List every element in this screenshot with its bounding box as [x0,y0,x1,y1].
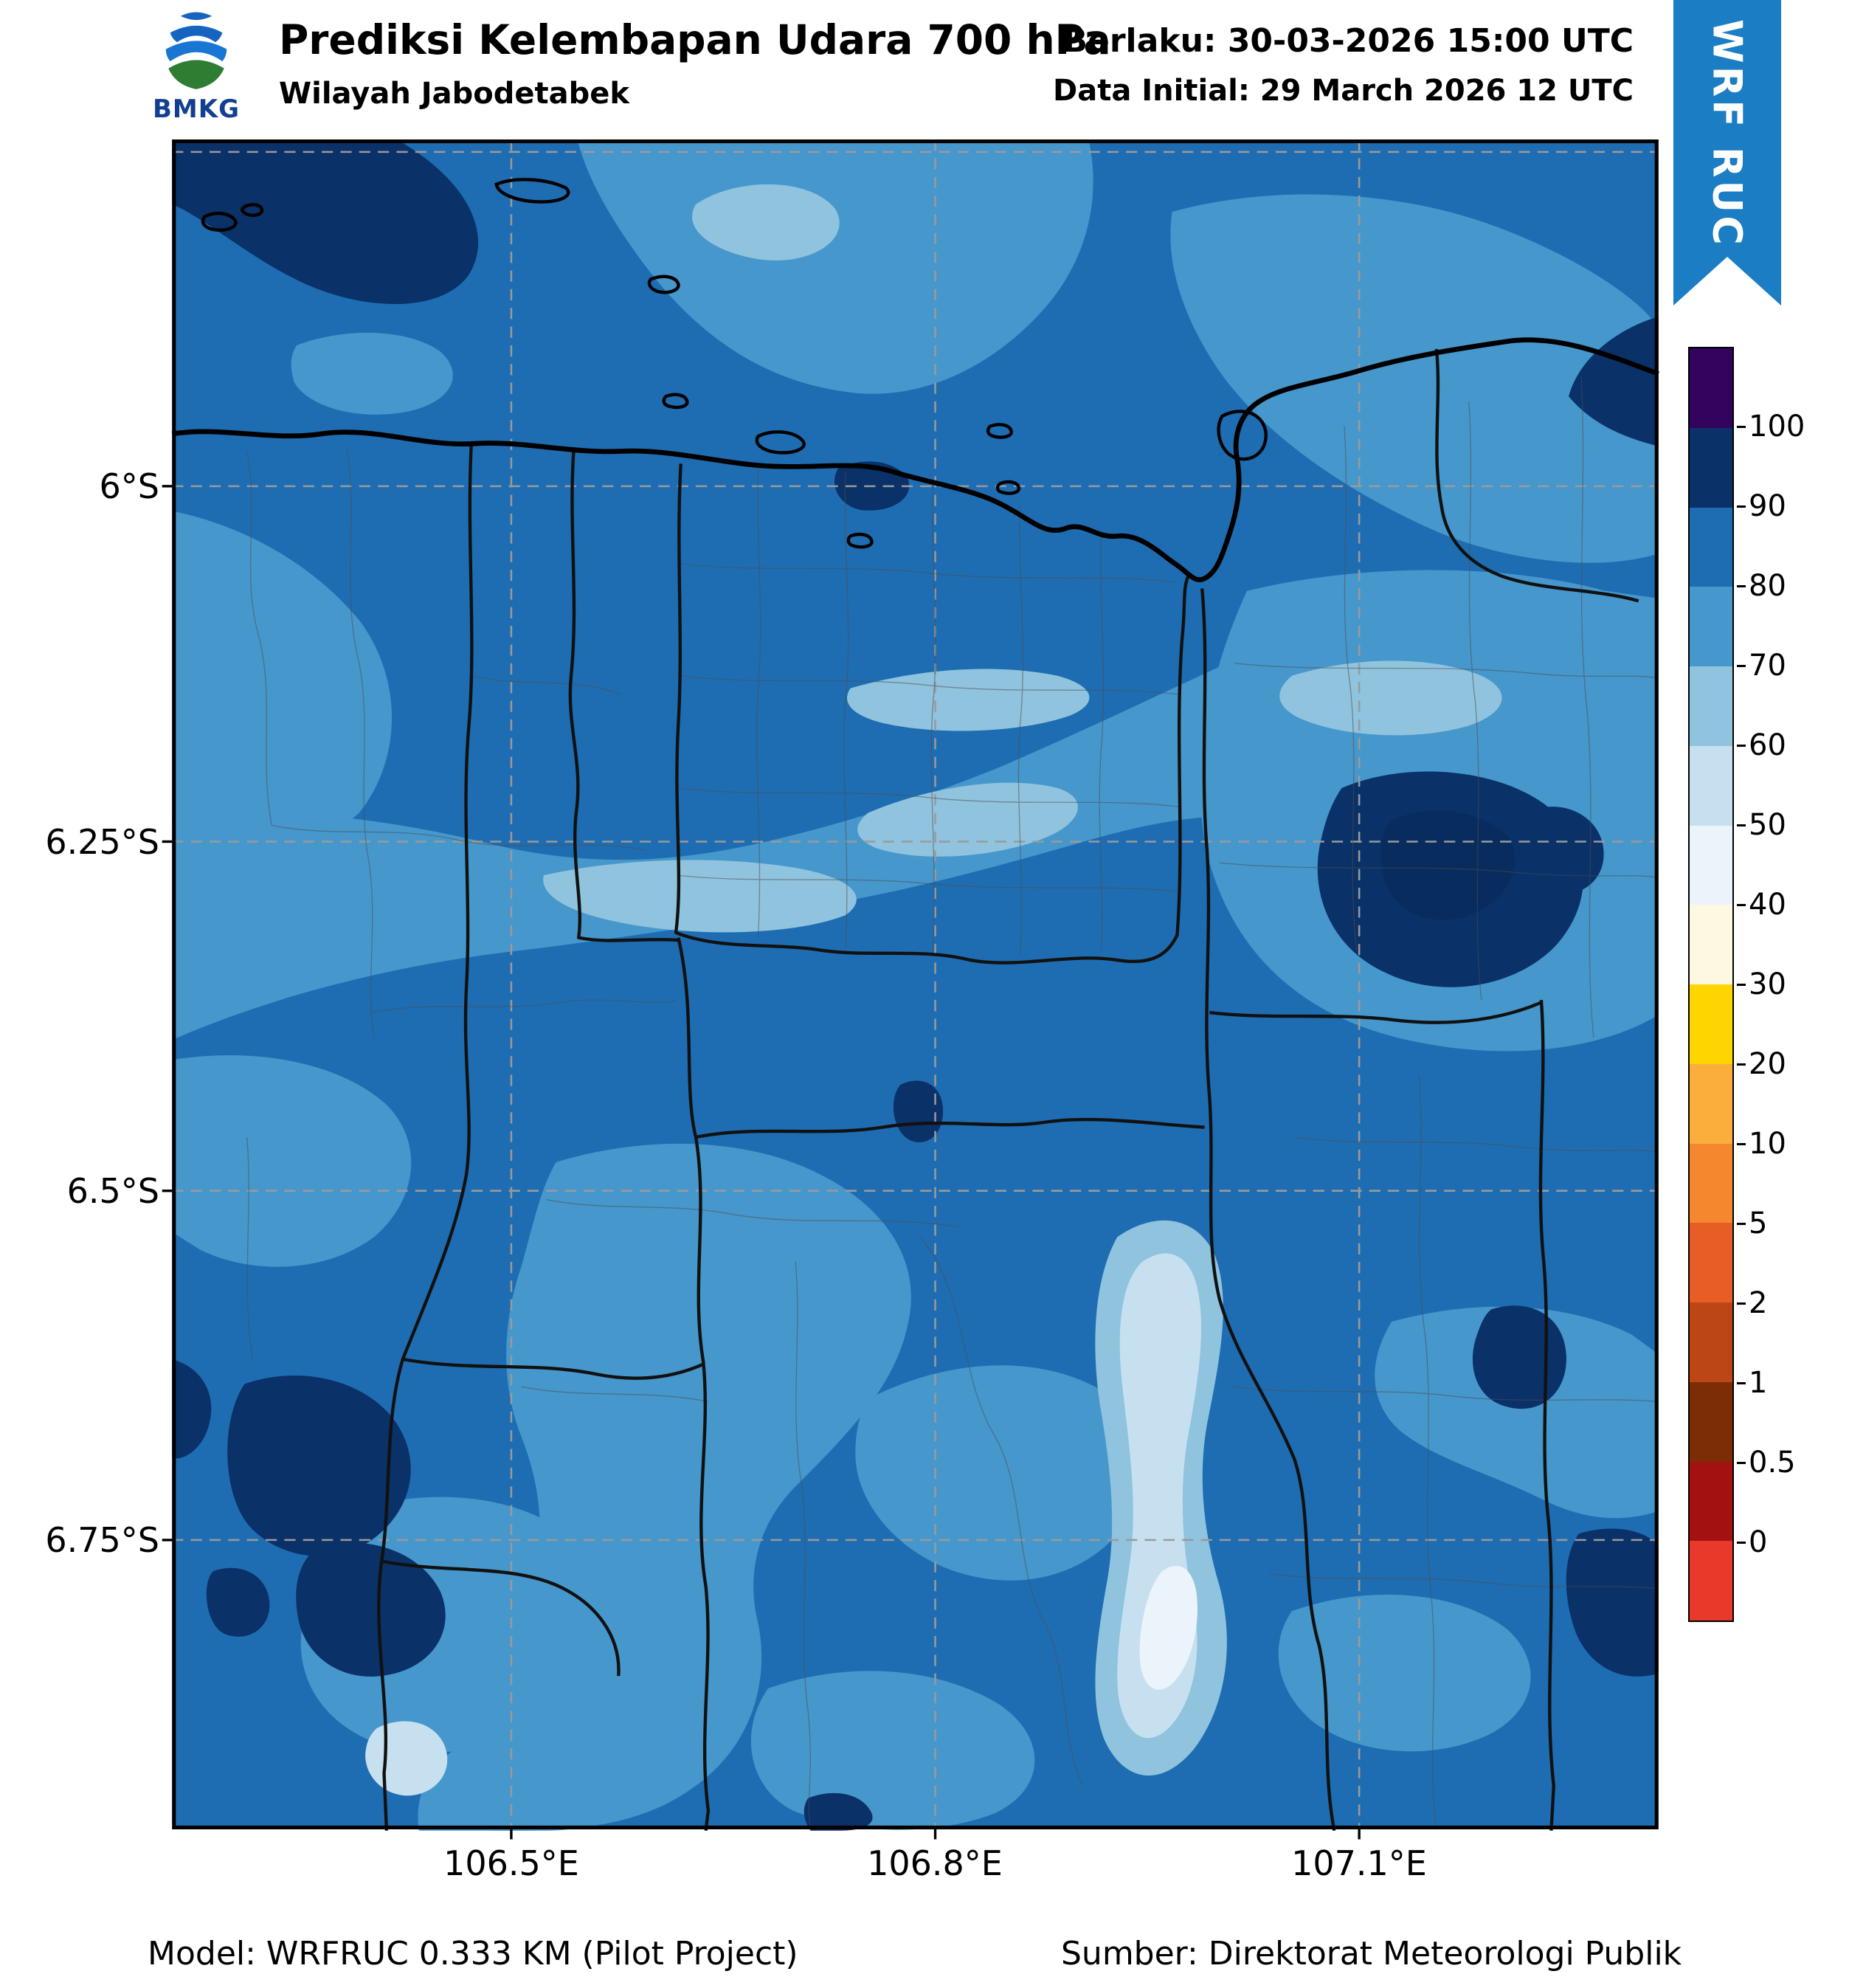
colorbar-segment [1690,427,1732,508]
axis-tick-marks [162,485,1361,1840]
x-axis-tick-label: 106.5°E [443,1843,579,1883]
colorbar-tick-label: 100 [1736,410,1805,443]
colorbar-tick-label: 0.5 [1737,1446,1796,1480]
coastline [171,337,1659,582]
colorbar-tick-label: 50 [1737,808,1786,842]
colorbar-segment [1690,666,1732,746]
humidity-map-svg [162,139,1659,1840]
model-ribbon: WRF RUC [1673,0,1781,306]
weather-map [162,139,1659,1840]
colorbar-tick-label: 5 [1736,1207,1768,1240]
data-initial-label: Data Initial: 29 March 2026 12 UTC [1053,74,1634,108]
islands [201,178,1268,549]
bmkg-logo-text: BMKG [152,94,240,124]
colorbar [1688,347,1734,1622]
colorbar-segment [1690,1302,1732,1382]
colorbar-segments [1690,348,1732,1621]
colorbar-tick-label: 70 [1737,649,1786,683]
footer-model-label: Model: WRFRUC 0.333 KM (Pilot Project) [148,1935,798,1973]
colorbar-tick-label: 1 [1736,1366,1768,1400]
colorbar-segment [1690,587,1732,666]
grid-lines [172,139,1659,1829]
colorbar-segment [1690,825,1732,905]
colorbar-tick-label: 30 [1737,967,1786,1001]
y-axis-tick-label: 6.5°S [66,1171,159,1211]
x-axis-tick-label: 107.1°E [1291,1843,1427,1883]
y-axis-tick-label: 6.25°S [45,822,159,862]
y-axis-tick-label: 6.75°S [45,1520,159,1560]
district-boundaries [246,376,1659,1830]
colorbar-tick-label: 60 [1737,728,1786,762]
colorbar-segment [1690,348,1732,428]
colorbar-segment [1690,745,1732,826]
footer-source-label: Sumber: Direktorat Meteorologi Publik [1061,1935,1682,1973]
colorbar-tick-label: 10 [1737,1127,1786,1161]
colorbar-segment [1690,1541,1732,1621]
colorbar-segment [1690,1461,1732,1542]
colorbar-tick-label: 20 [1737,1047,1786,1081]
x-axis-tick-label: 106.8°E [867,1843,1003,1883]
page-title: Prediksi Kelembapan Udara 700 hPa [279,16,1111,63]
colorbar-tick-label: 0 [1736,1525,1768,1559]
colorbar-tick-label: 40 [1737,888,1786,922]
colorbar-tick-label: 90 [1737,489,1786,523]
model-ribbon-label: WRF RUC [1704,19,1751,248]
colorbar-segment [1690,1223,1732,1302]
colorbar-segment [1690,1381,1732,1462]
page-subtitle: Wilayah Jabodetabek [279,77,629,111]
valid-time-label: Berlaku: 30-03-2026 15:00 UTC [1062,22,1634,60]
colorbar-segment [1690,1063,1732,1144]
humidity-field [172,139,1659,1831]
bmkg-logo-icon [165,12,227,89]
colorbar-segment [1690,905,1732,984]
colorbar-tick-label: 2 [1736,1286,1768,1320]
colorbar-tick-label: 80 [1737,569,1786,603]
y-axis-tick-label: 6°S [99,466,159,506]
colorbar-segment [1690,1143,1732,1223]
map-frame [172,139,1659,1829]
colorbar-segment [1690,984,1732,1064]
colorbar-segment [1690,507,1732,587]
regency-boundaries [377,348,1639,1832]
colorbar-ticks: 100 90 80 70 60 50 40 30 20 10 5 2 1 0.5 0 [1735,347,1846,1622]
